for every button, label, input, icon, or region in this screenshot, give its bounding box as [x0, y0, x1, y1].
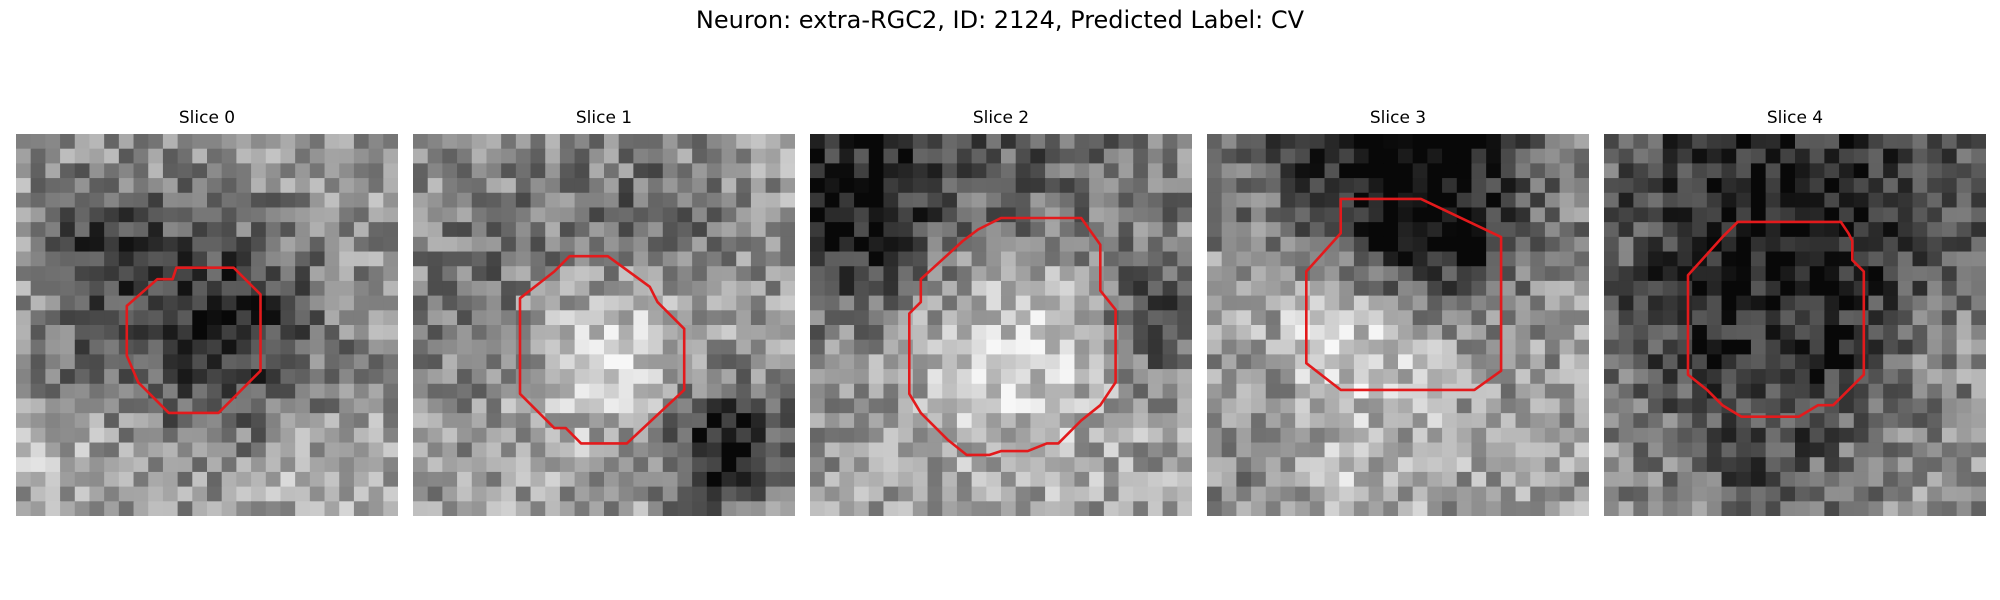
figure-title: Neuron: extra-RGC2, ID: 2124, Predicted … — [695, 6, 1305, 34]
segmentation-contour — [125, 266, 262, 415]
image-panel-slice-4 — [1604, 134, 1986, 516]
segmentation-contour — [1686, 220, 1866, 419]
panel-title-slice-4: Slice 4 — [1766, 108, 1824, 128]
panel-title-slice-1: Slice 1 — [575, 108, 633, 128]
segmentation-contour — [1305, 197, 1503, 392]
slice-image — [413, 134, 795, 516]
segmentation-contour — [908, 216, 1117, 457]
image-panel-slice-1 — [413, 134, 795, 516]
image-panel-slice-3 — [1207, 134, 1589, 516]
panel-title-slice-2: Slice 2 — [972, 108, 1030, 128]
slice-image — [1207, 134, 1589, 516]
panel-title-slice-0: Slice 0 — [178, 108, 236, 128]
slice-image — [810, 134, 1192, 516]
slice-image — [1604, 134, 1986, 516]
image-panel-slice-2 — [810, 134, 1192, 516]
slice-image — [16, 134, 398, 516]
segmentation-contour — [518, 254, 686, 445]
image-panel-slice-0 — [16, 134, 398, 516]
panel-title-slice-3: Slice 3 — [1369, 108, 1427, 128]
